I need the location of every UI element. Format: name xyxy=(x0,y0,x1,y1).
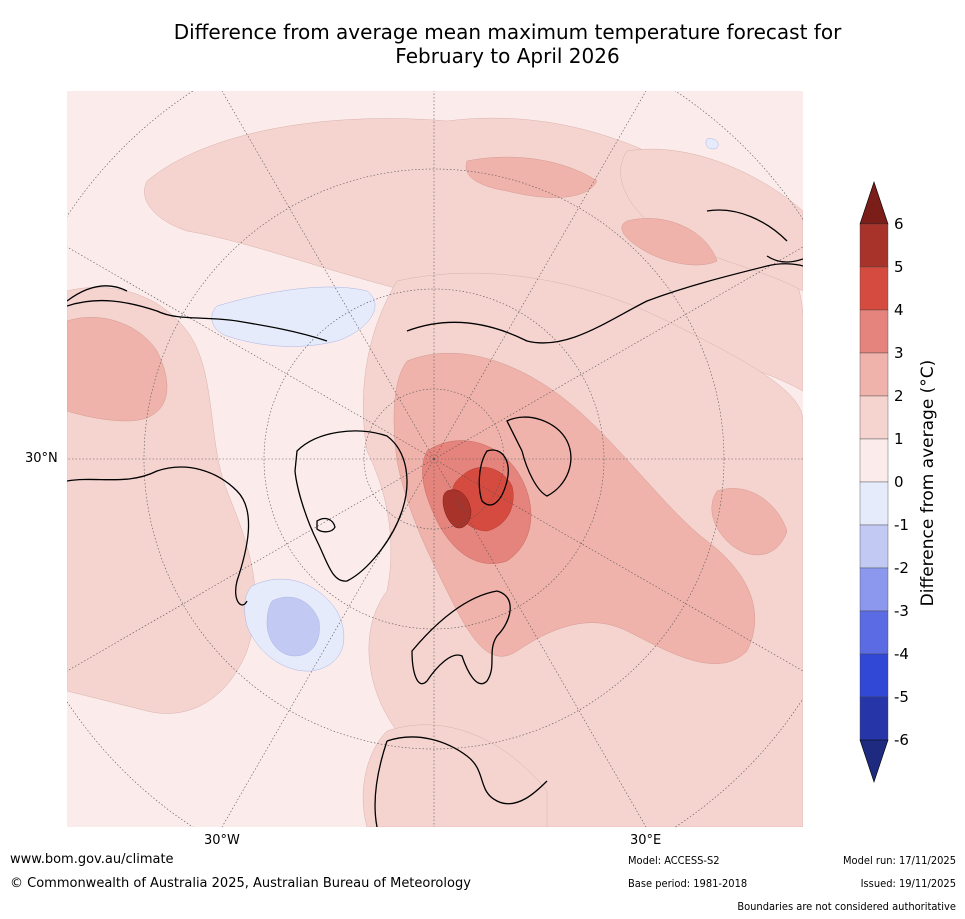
meridian-150e xyxy=(433,91,647,460)
region-pacific-warm xyxy=(465,156,598,198)
anomaly-2-3-regions xyxy=(67,156,788,664)
chart-title: Difference from average mean maximum tem… xyxy=(60,20,955,68)
map-svg xyxy=(67,91,803,827)
region-labrador-cooler xyxy=(266,596,320,657)
footer-model: Model: ACCESS-S2 xyxy=(628,854,720,867)
meridian-120e xyxy=(433,246,803,460)
footer-disclaimer: Boundaries are not considered authoritat… xyxy=(737,900,956,913)
colorbar-tick-label: -2 xyxy=(894,559,909,577)
colorbar-tick-label: 1 xyxy=(894,430,904,448)
region-small-cool xyxy=(705,138,719,150)
region-alaska-warm xyxy=(67,317,168,422)
region-siberia-east xyxy=(620,148,803,292)
lon-label-30e: 30°E xyxy=(630,833,662,848)
cool-anomaly-regions xyxy=(211,138,719,672)
coast-kara-sea xyxy=(506,416,572,497)
title-line-1: Difference from average mean maximum tem… xyxy=(173,20,842,44)
colorbar-tick-label: -6 xyxy=(894,731,909,749)
region-central-asia-warm xyxy=(711,488,788,556)
colorbar-segment xyxy=(859,309,889,354)
colorbar-tick-label: 0 xyxy=(894,473,904,491)
colorbar-segment xyxy=(859,481,889,526)
footer-issued: Issued: 19/11/2025 xyxy=(860,877,956,890)
colorbar-segment xyxy=(859,352,889,397)
colorbar-segment xyxy=(859,567,889,612)
colorbar-tick-label: 4 xyxy=(894,301,904,319)
anomaly-5-6-regions xyxy=(442,489,472,529)
colorbar-tick-label: 2 xyxy=(894,387,904,405)
lat-label-30n: 30°N xyxy=(25,451,58,466)
footer-base-period: Base period: 1981-2018 xyxy=(628,877,748,890)
coast-iceland xyxy=(316,517,336,533)
colorbar-segment xyxy=(859,696,889,741)
forecast-map[interactable] xyxy=(67,91,803,827)
meridian-30e xyxy=(433,458,647,827)
title-line-2: February to April 2026 xyxy=(395,44,620,68)
colorbar-tick-label: 3 xyxy=(894,344,904,362)
region-east-asia-warm xyxy=(621,218,718,266)
colorbar-tick-label: -5 xyxy=(894,688,909,706)
lon-label-30w: 30°W xyxy=(204,833,240,848)
colorbar-segment xyxy=(859,524,889,569)
coast-alaska xyxy=(67,285,128,302)
colorbar-extend-max xyxy=(859,181,889,225)
meridian-120w xyxy=(67,246,435,460)
colorbar-tick-label: -3 xyxy=(894,602,909,620)
colorbar xyxy=(859,181,889,783)
coast-north-america xyxy=(67,299,328,606)
lat-circle-45 xyxy=(143,168,725,750)
colorbar-segment xyxy=(859,223,889,268)
coast-novaya-zemlya xyxy=(478,449,509,506)
meridian-60w xyxy=(67,458,435,672)
meridian-150w xyxy=(221,91,435,460)
lat-circle-60 xyxy=(263,288,605,630)
coast-east-asia xyxy=(706,209,803,263)
region-hot-core xyxy=(442,489,472,529)
colorbar-tick-label: 5 xyxy=(894,258,904,276)
colorbar-segment xyxy=(859,610,889,655)
colorbar-segment xyxy=(859,266,889,311)
coast-scandinavia xyxy=(411,590,511,685)
coast-greenland xyxy=(294,430,408,582)
footer-url[interactable]: www.bom.gov.au/climate xyxy=(10,852,174,867)
colorbar-extend-min xyxy=(859,739,889,783)
colorbar-tick-label: 6 xyxy=(894,215,904,233)
coast-siberia xyxy=(406,263,803,344)
colorbar-label: Difference from average (°C) xyxy=(918,359,938,607)
meridian-60e xyxy=(433,458,803,672)
colorbar-segment xyxy=(859,438,889,483)
region-russia-warm xyxy=(393,352,756,664)
colorbar-tick-label: -4 xyxy=(894,645,909,663)
region-mediterranean xyxy=(362,724,548,827)
coast-europe xyxy=(374,736,548,827)
colorbar-segment xyxy=(859,395,889,440)
region-beaufort-cool xyxy=(211,286,376,347)
colorbar-segment xyxy=(859,653,889,698)
coastlines xyxy=(67,209,803,827)
colorbar-tick-label: -1 xyxy=(894,516,909,534)
footer-model-run: Model run: 17/11/2025 xyxy=(843,854,956,867)
footer-copyright: © Commonwealth of Australia 2025, Austra… xyxy=(10,876,471,891)
